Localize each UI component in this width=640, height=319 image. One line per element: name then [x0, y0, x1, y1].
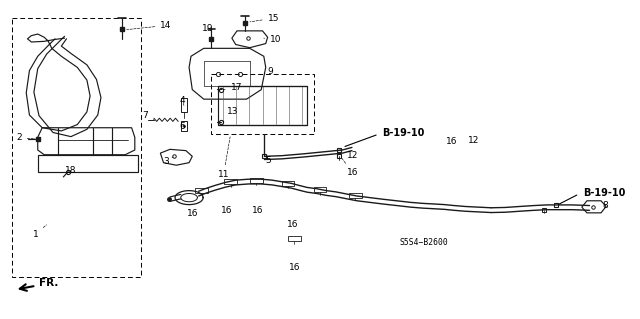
Bar: [195, 188, 208, 193]
Bar: [224, 179, 237, 184]
Text: 4: 4: [179, 96, 185, 106]
Text: 16: 16: [221, 206, 232, 215]
Text: 16: 16: [446, 137, 458, 145]
Text: FR.: FR.: [20, 278, 58, 291]
Text: 19: 19: [202, 24, 213, 33]
Text: 16: 16: [289, 263, 301, 272]
Text: 6: 6: [179, 122, 185, 131]
Bar: [250, 178, 262, 183]
Bar: [282, 181, 294, 186]
Text: 10: 10: [264, 35, 282, 44]
Text: 12: 12: [340, 150, 358, 160]
Text: 16: 16: [287, 220, 298, 229]
Text: 15: 15: [250, 14, 279, 23]
Text: 5: 5: [266, 156, 271, 165]
Text: 7: 7: [143, 111, 154, 120]
Text: 17: 17: [223, 83, 242, 92]
Text: 1: 1: [33, 225, 47, 239]
Bar: [314, 187, 326, 192]
Text: 8: 8: [602, 201, 608, 210]
Text: 16: 16: [187, 209, 198, 218]
Text: 13: 13: [223, 108, 239, 122]
Bar: [349, 193, 362, 197]
Text: 16: 16: [252, 206, 263, 215]
Text: 11: 11: [218, 137, 230, 179]
Text: B-19-10: B-19-10: [383, 128, 425, 138]
Text: B-19-10: B-19-10: [583, 188, 625, 197]
Text: 16: 16: [342, 159, 358, 177]
Text: 3: 3: [164, 157, 173, 166]
Text: 14: 14: [127, 21, 172, 30]
Text: S5S4−B2600: S5S4−B2600: [400, 238, 449, 247]
Text: 9: 9: [264, 67, 273, 76]
Bar: [288, 236, 301, 241]
Text: 2: 2: [16, 133, 35, 142]
Text: 12: 12: [468, 136, 479, 145]
Text: 18: 18: [65, 166, 76, 175]
